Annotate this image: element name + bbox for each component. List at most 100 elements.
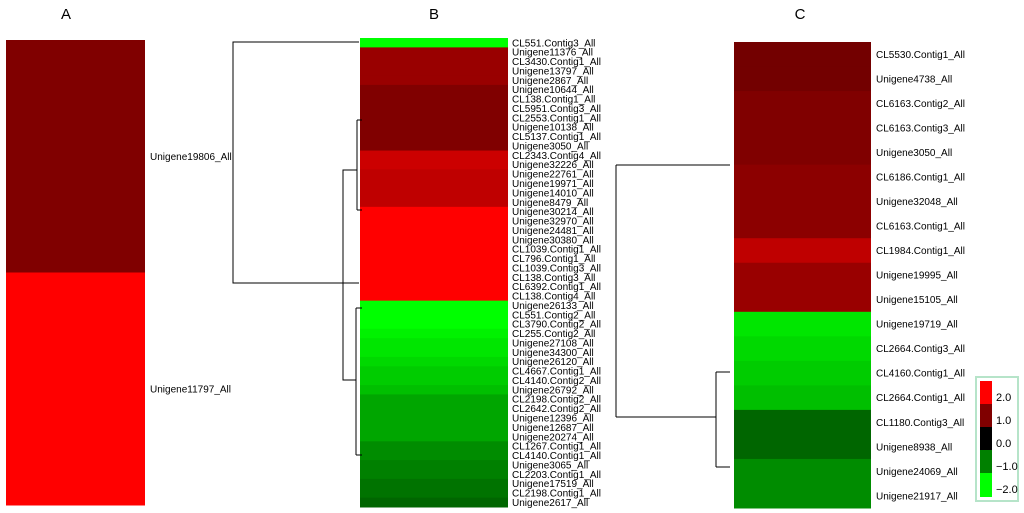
panel-b-cell xyxy=(360,300,508,311)
panel-b-cell xyxy=(360,291,508,302)
panel-b-row-label: Unigene14010_All xyxy=(512,188,594,199)
panel-b-cell xyxy=(360,347,508,358)
panel-c-cell xyxy=(734,336,871,362)
legend-swatch-m1 xyxy=(980,450,992,473)
panel-b-row-label: Unigene26120_All xyxy=(512,357,594,368)
panel-c-cell xyxy=(734,483,871,509)
panel-c-row-label: Unigene32048_All xyxy=(876,197,958,208)
panel-c-row-label: Unigene15105_All xyxy=(876,295,958,306)
panel-b-cell xyxy=(360,169,508,180)
panel-b-row-label: CL138.Contig4_All xyxy=(512,292,595,303)
panel-b-row-label: CL2198.Contig2_All xyxy=(512,395,601,406)
dendrogram-c-lower xyxy=(715,371,730,468)
panel-b-cell xyxy=(360,366,508,377)
panel-c-cell xyxy=(734,213,871,239)
panel-b-row-label: Unigene12687_All xyxy=(512,423,594,434)
panel-b-cell xyxy=(360,122,508,133)
panel-c-row-label: Unigene8938_All xyxy=(876,442,952,453)
panel-b-cell xyxy=(360,375,508,386)
panel-b-row-label: CL1267.Contig1_All xyxy=(512,442,601,453)
panel-b-cell xyxy=(360,263,508,273)
panel-b-cell xyxy=(360,385,508,395)
panel-b-row-label: Unigene3050_All xyxy=(512,141,588,152)
panel-b-cell xyxy=(360,244,508,255)
panel-b-row-label: Unigene8479_All xyxy=(512,198,588,209)
panel-b-cell xyxy=(360,497,508,508)
panel-c-cell xyxy=(734,385,871,411)
panel-b-row-label: CL551.Contig2_All xyxy=(512,310,595,321)
panel-c-cell xyxy=(734,42,871,68)
panel-b-row-label: Unigene10644_All xyxy=(512,85,594,96)
panel-b-row-label: Unigene10138_All xyxy=(512,123,594,134)
panel-a-heatmap: Unigene19806_All Unigene11797_All xyxy=(6,40,232,506)
panel-b-cell xyxy=(360,356,508,367)
panel-b-row-label: Unigene19971_All xyxy=(512,179,594,190)
panel-b-cell xyxy=(360,338,508,349)
panel-b-cell xyxy=(360,84,508,95)
panel-c-row-label: CL1180.Contig3_All xyxy=(876,418,964,429)
legend-swatch-2 xyxy=(980,381,992,404)
panel-b-cell xyxy=(360,206,508,217)
panel-c-row-label: Unigene21917_All xyxy=(876,491,958,502)
panel-b-row-label: Unigene26133_All xyxy=(512,301,594,312)
panel-c-cell xyxy=(734,262,871,288)
legend-swatch-m2 xyxy=(980,473,992,497)
panel-b-row-label: CL4140.Contig1_All xyxy=(512,451,601,462)
panel-b-row-label: CL6392.Contig1_All xyxy=(512,282,601,293)
panel-b-row-label: Unigene2867_All xyxy=(512,76,588,87)
panel-b-cell xyxy=(360,403,508,414)
panel-c-row-label: CL4160.Contig1_All xyxy=(876,369,965,380)
panel-b-cell xyxy=(360,272,508,283)
panel-c-row-label: Unigene3050_All xyxy=(876,148,952,159)
panel-b-cell xyxy=(360,488,508,499)
panel-c-row-label: CL2664.Contig1_All xyxy=(876,393,965,404)
panel-c-row-label: CL6163.Contig1_All xyxy=(876,222,965,233)
panel-b-cell xyxy=(360,441,508,452)
dendrogram-c-root xyxy=(615,164,730,418)
panel-b-cell xyxy=(360,319,508,330)
panel-c-row-label: CL6163.Contig3_All xyxy=(876,123,965,134)
panel-b-row-label: Unigene22761_All xyxy=(512,170,594,181)
panel-b-cell xyxy=(360,216,508,227)
panel-c-cell xyxy=(734,434,871,460)
panel-b-cell xyxy=(360,478,508,489)
panel-b-cell xyxy=(360,159,508,170)
panel-b-cell xyxy=(360,188,508,198)
panel-label-b: B xyxy=(429,6,439,23)
panel-b-row-label: Unigene12396_All xyxy=(512,413,594,424)
panel-b-row-label: CL2642.Contig2_All xyxy=(512,404,601,415)
dendrogram-b-root xyxy=(342,169,357,381)
panel-b-row-label: CL4667.Contig1_All xyxy=(512,367,601,378)
panel-b-row-label: CL2343.Contig4_All xyxy=(512,151,601,162)
legend-tick-label: −1.0 xyxy=(996,461,1018,473)
panel-b-row-label: Unigene24481_All xyxy=(512,226,594,237)
dendrogram-a-branch xyxy=(232,41,359,284)
panel-b-cell xyxy=(360,469,508,480)
dendrogram-c xyxy=(615,164,730,468)
panel-b-cell xyxy=(360,150,508,161)
panel-b-row-label: CL138.Contig1_All xyxy=(512,95,595,106)
panel-b-row-label: CL3430.Contig1_All xyxy=(512,57,601,68)
panel-c-cell xyxy=(734,66,871,92)
panel-label-a: A xyxy=(61,6,71,23)
panel-b-row-label: Unigene27108_All xyxy=(512,338,594,349)
panel-c-cell xyxy=(734,189,871,215)
panel-b-cell xyxy=(360,281,508,292)
panel-b-cell xyxy=(360,94,508,105)
color-legend: 2.0 1.0 0.0 −1.0 −2.0 xyxy=(975,376,1019,502)
panel-b-cell xyxy=(360,141,508,152)
panel-b-row-label: Unigene3065_All xyxy=(512,460,588,471)
panel-c-row-label: CL1984.Contig1_All xyxy=(876,246,965,257)
panel-b-row-label: CL1039.Contig3_All xyxy=(512,263,601,274)
panel-c-row-label: Unigene19719_All xyxy=(876,320,958,331)
panel-a-cell xyxy=(6,272,145,506)
panel-b-cell xyxy=(360,56,508,67)
panel-c-heatmap: CL5530.Contig1_All Unigene4738_All CL6163.… xyxy=(734,42,965,509)
panel-b-cell xyxy=(360,460,508,470)
panel-a-row-label: Unigene19806_All xyxy=(150,152,232,163)
panel-b-row-label: Unigene30214_All xyxy=(512,207,594,218)
panel-b-row-label: Unigene32970_All xyxy=(512,217,594,228)
panel-b-cell xyxy=(360,38,508,48)
panel-c-row-label: CL6163.Contig2_All xyxy=(876,99,965,110)
